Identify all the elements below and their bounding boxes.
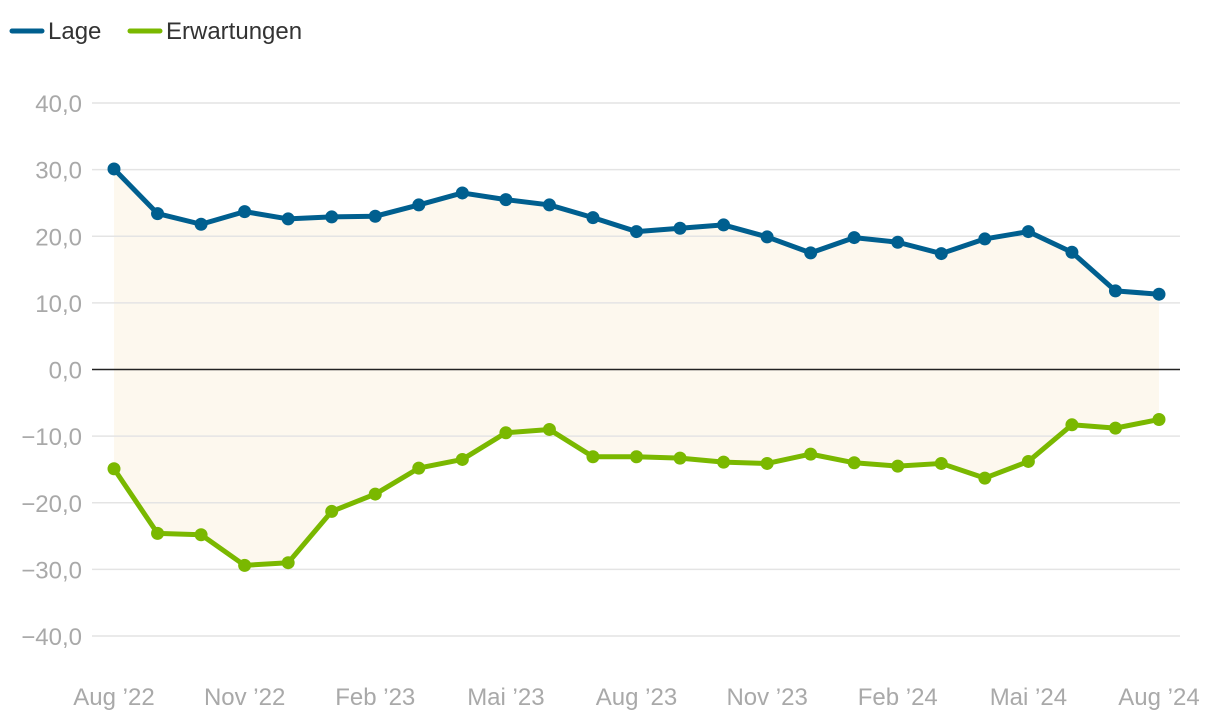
- y-tick-label: 10,0: [35, 291, 82, 318]
- data-point: [673, 451, 687, 465]
- x-tick-label: Nov ’23: [726, 684, 807, 711]
- data-point: [934, 247, 948, 261]
- x-tick-label: Nov ’22: [204, 684, 285, 711]
- data-point: [107, 462, 121, 476]
- data-point: [1021, 454, 1035, 468]
- data-point: [1108, 421, 1122, 435]
- data-point: [499, 193, 513, 207]
- data-point: [630, 225, 643, 239]
- data-point: [673, 221, 687, 235]
- data-point: [412, 461, 426, 475]
- data-point: [542, 198, 556, 212]
- data-point: [412, 198, 426, 212]
- data-point: [455, 186, 469, 200]
- x-tick-label: Feb ’23: [335, 684, 415, 711]
- y-tick-label: 20,0: [35, 224, 82, 251]
- data-point: [1065, 245, 1079, 259]
- data-point: [934, 456, 948, 470]
- data-point: [238, 205, 252, 219]
- x-tick-label: Aug ’24: [1118, 684, 1199, 711]
- data-point: [1152, 412, 1166, 426]
- legend-label: Erwartungen: [166, 18, 302, 45]
- data-point: [804, 246, 818, 260]
- data-point: [107, 162, 121, 176]
- data-point: [1152, 287, 1166, 301]
- data-point: [978, 471, 992, 485]
- data-point: [804, 447, 818, 461]
- band-layer: [114, 168, 1159, 566]
- data-point: [891, 459, 905, 473]
- data-point: [586, 211, 600, 225]
- series-lage: [107, 162, 1166, 301]
- data-point: [151, 526, 165, 540]
- data-point: [847, 231, 861, 245]
- data-point: [238, 558, 252, 572]
- data-point: [1108, 284, 1122, 298]
- data-point: [281, 556, 295, 570]
- data-point: [717, 218, 731, 232]
- y-tick-label: 30,0: [35, 158, 82, 185]
- legend-label: Lage: [48, 18, 101, 45]
- data-point: [455, 452, 469, 466]
- axis-layer: 40,0 30,0 20,0 10,0 0,0 −10,0 −20,0 −30,0 −40,0 A…: [21, 91, 1199, 711]
- x-tick-label: Mai ’23: [467, 684, 544, 711]
- range-band: [114, 168, 1159, 566]
- data-point: [281, 212, 295, 226]
- y-tick-label: −10,0: [21, 424, 82, 451]
- data-point: [368, 487, 382, 501]
- grid-layer: [92, 102, 1180, 637]
- data-point: [847, 456, 861, 470]
- data-point: [542, 422, 556, 436]
- data-point: [630, 450, 643, 464]
- x-tick-label: Aug ’23: [596, 684, 677, 711]
- x-tick-label: Aug ’22: [73, 684, 154, 711]
- data-point: [891, 235, 905, 249]
- data-point: [194, 528, 208, 542]
- data-point: [760, 230, 774, 244]
- legend: Lage Erwartungen: [9, 18, 302, 45]
- y-tick-label: 0,0: [49, 358, 82, 385]
- data-point: [1065, 418, 1079, 432]
- y-tick-label: −20,0: [21, 491, 82, 518]
- data-point: [368, 209, 382, 223]
- x-tick-label: Mai ’24: [990, 684, 1067, 711]
- series-erwartungen: [107, 412, 1166, 572]
- x-tick-label: Feb ’24: [858, 684, 938, 711]
- y-tick-label: −40,0: [21, 624, 82, 651]
- data-point: [717, 455, 731, 469]
- data-point: [760, 456, 774, 470]
- data-point: [586, 450, 600, 464]
- data-point: [325, 504, 339, 518]
- y-tick-label: −30,0: [21, 557, 82, 584]
- legend-item-lage: Lage: [9, 18, 101, 45]
- data-point: [151, 207, 165, 221]
- data-point: [325, 210, 339, 224]
- data-point: [1021, 225, 1035, 239]
- series-layer: [107, 162, 1166, 572]
- data-point: [194, 217, 208, 231]
- legend-item-erwartungen: Erwartungen: [127, 18, 302, 45]
- data-point: [978, 232, 992, 246]
- data-point: [499, 426, 513, 440]
- y-tick-label: 40,0: [35, 91, 82, 118]
